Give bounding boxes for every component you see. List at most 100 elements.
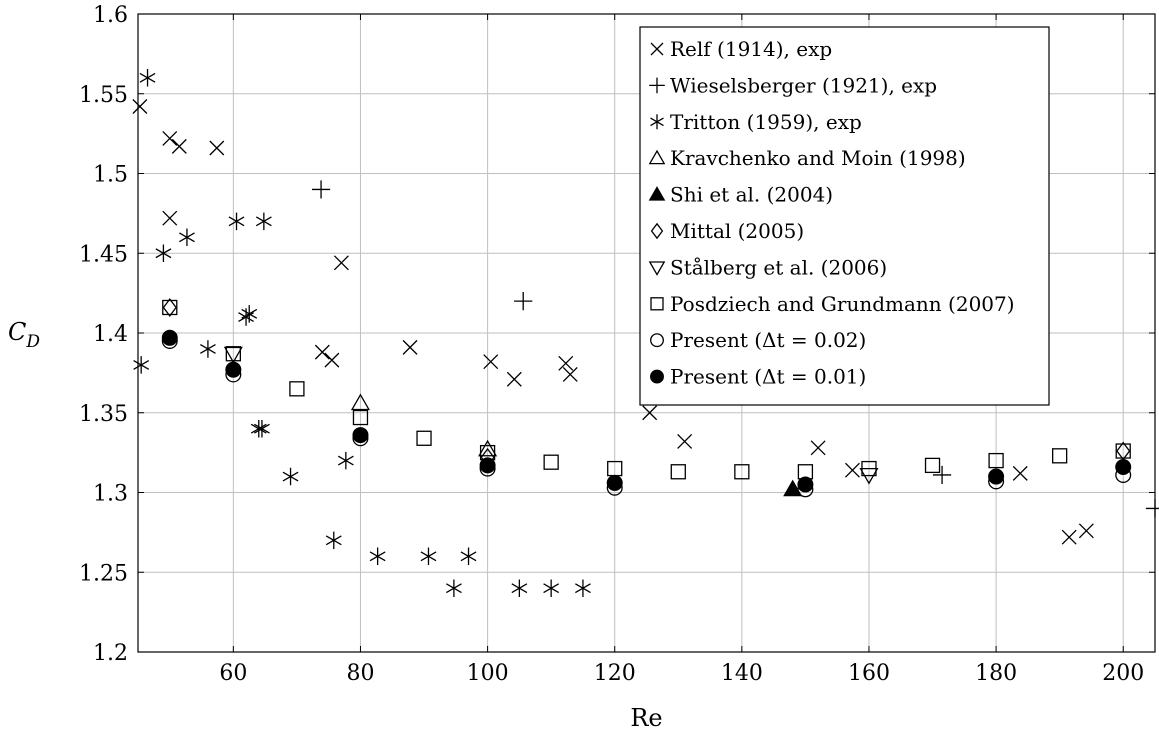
- data-point: [133, 356, 150, 374]
- legend-label: Present (Δt = 0.01): [670, 365, 866, 389]
- legend-label: Shi et al. (2004): [670, 183, 833, 207]
- series-cross: [132, 99, 1094, 545]
- data-point: [402, 339, 418, 355]
- data-point: [783, 479, 803, 497]
- data-point: [1115, 458, 1132, 475]
- data-point: [162, 299, 178, 316]
- data-point: [314, 344, 330, 360]
- legend-marker: [650, 222, 664, 240]
- data-point: [350, 393, 370, 411]
- legend-box: [639, 26, 1050, 406]
- data-point: [225, 346, 241, 362]
- x-axis-title: Re: [630, 704, 662, 732]
- data-point: [988, 452, 1004, 469]
- data-point: [514, 292, 533, 311]
- data-point: [861, 460, 877, 477]
- legend-marker: [650, 42, 664, 56]
- y-tick-label: 1.6: [93, 3, 128, 28]
- data-point: [155, 244, 172, 262]
- data-point: [479, 457, 496, 474]
- series-square-open: [162, 299, 1131, 480]
- legend-marker: [648, 149, 666, 165]
- data-point: [562, 367, 578, 382]
- x-tick-label: 140: [721, 661, 763, 686]
- data-point: [558, 355, 574, 371]
- series-asterisk: [133, 69, 591, 597]
- data-point: [179, 228, 195, 247]
- data-point: [171, 138, 187, 154]
- y-tick-label: 1.5: [93, 163, 128, 188]
- data-point: [352, 409, 369, 426]
- data-point: [460, 547, 477, 566]
- data-point: [1115, 443, 1131, 459]
- data-point: [337, 451, 354, 470]
- data-point: [575, 579, 591, 597]
- y-tick-label: 1.55: [79, 83, 128, 108]
- data-point: [162, 210, 178, 226]
- data-point: [162, 297, 177, 317]
- data-point: [810, 440, 826, 456]
- y-axis-title: CD: [8, 318, 40, 352]
- data-point: [483, 354, 499, 370]
- data-point: [1145, 499, 1159, 518]
- data-point: [1061, 529, 1077, 545]
- data-point: [333, 255, 349, 271]
- legend-label: Wieselsberger (1921), exp: [670, 73, 937, 97]
- data-point: [416, 430, 432, 446]
- data-point: [241, 305, 258, 323]
- y-tick-label: 1.25: [79, 561, 128, 586]
- data-point: [282, 467, 299, 486]
- x-tick-label: 80: [346, 661, 374, 686]
- legend-marker: [648, 261, 666, 276]
- data-point: [225, 361, 242, 378]
- data-point: [255, 212, 272, 231]
- data-point: [988, 468, 1005, 485]
- legend-label: Relf (1914), exp: [670, 37, 832, 61]
- data-point: [1078, 523, 1094, 539]
- data-point: [324, 352, 340, 368]
- data-point: [132, 99, 148, 114]
- y-tick-label: 1.45: [79, 242, 128, 267]
- data-point: [642, 405, 658, 421]
- data-point: [209, 140, 225, 156]
- data-point: [250, 419, 267, 438]
- x-tick-label: 100: [467, 661, 509, 686]
- data-point: [228, 212, 245, 231]
- legend-label: Mittal (2005): [670, 219, 804, 243]
- data-point: [511, 579, 528, 597]
- legend-marker: [650, 297, 664, 311]
- data-point: [446, 579, 462, 597]
- x-tick-label: 60: [219, 661, 247, 686]
- plot-frame: [137, 13, 1156, 653]
- data-point: [162, 130, 178, 146]
- data-point: [1012, 465, 1028, 481]
- legend-marker: [648, 186, 666, 201]
- legend-label: Posdziech and Grundmann (2007): [670, 292, 1015, 316]
- data-point: [200, 340, 216, 358]
- data-point: [369, 547, 386, 566]
- data-point: [420, 547, 437, 566]
- legend-label: Tritton (1959), exp: [670, 110, 862, 134]
- legend-label: Present (Δt = 0.02): [670, 328, 866, 352]
- legend-marker: [649, 77, 665, 94]
- data-point: [311, 180, 331, 199]
- y-tick-label: 1.35: [79, 402, 128, 427]
- data-point: [734, 464, 750, 480]
- data-point: [352, 427, 369, 444]
- legend-label: Stålberg et al. (2006): [670, 255, 887, 279]
- data-point: [506, 371, 522, 387]
- data-point: [543, 454, 559, 470]
- data-point: [932, 465, 952, 485]
- data-point: [797, 476, 814, 493]
- series-triangle-up-filled: [783, 479, 803, 497]
- data-point: [478, 439, 498, 457]
- legend-marker: [650, 369, 664, 384]
- data-point: [325, 531, 342, 550]
- data-point: [606, 474, 623, 491]
- x-tick-label: 180: [975, 661, 1017, 686]
- data-point: [238, 308, 254, 326]
- data-point: [161, 329, 178, 346]
- x-tick-label: 120: [594, 661, 636, 686]
